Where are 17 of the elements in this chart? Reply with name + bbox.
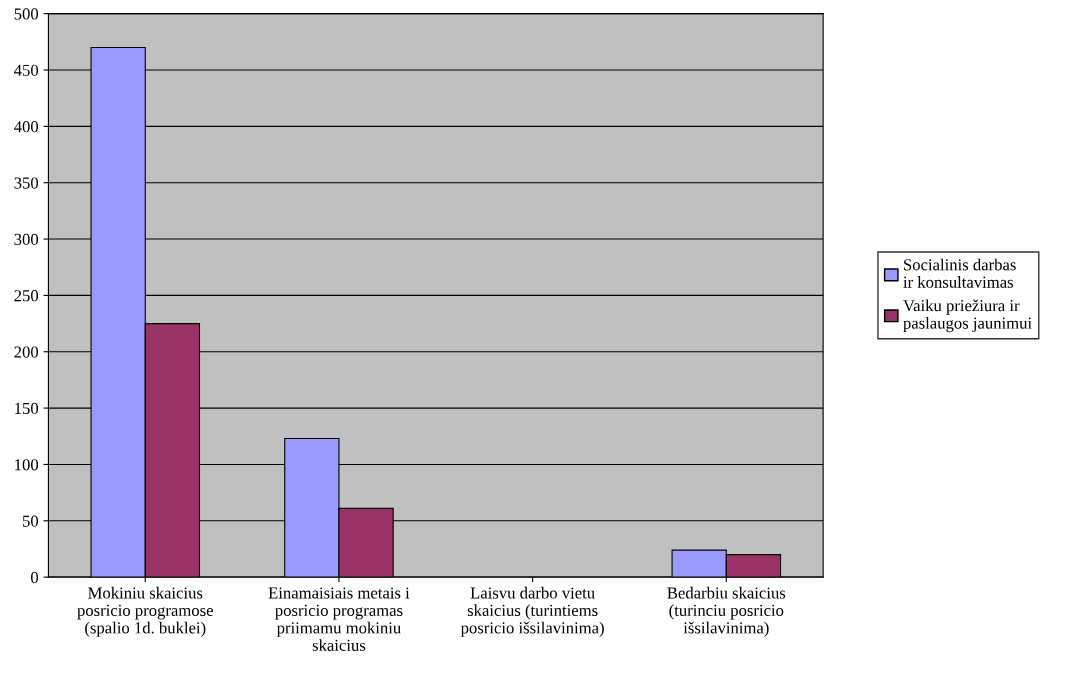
y-tick-label: 500 bbox=[14, 8, 39, 20]
y-tick-label: 350 bbox=[14, 177, 39, 189]
x-tick-label: Einamaisiais metais i posricio programas priimamu mokiniu skaicius bbox=[268, 587, 410, 651]
y-tick-label: 150 bbox=[15, 402, 39, 415]
y-tick-label: 50 bbox=[23, 515, 39, 527]
x-tick-label: Mokiniu skaicius posricio programose (spalio 1d. buklei) bbox=[77, 586, 213, 637]
x-tick-label: Laisvu darbo vietu skaicius (turintiems posricio išsilavinima) bbox=[460, 586, 604, 637]
y-tick-label: 300 bbox=[14, 233, 39, 245]
y-tick-label: 0 bbox=[31, 571, 39, 584]
y-tick-label: 200 bbox=[14, 346, 39, 358]
y-tick-label: 450 bbox=[14, 64, 39, 76]
legend-label: Socialinis darbas ir konsultavimas bbox=[903, 258, 1016, 288]
legend-label: Vaiku priežiura ir paslaugos jaunimui bbox=[903, 299, 1032, 333]
x-tick-label: Bedarbiu skaicius (turinciu posricio išsilavinima) bbox=[667, 586, 786, 637]
y-tick-label: 400 bbox=[14, 121, 39, 133]
y-tick-label: 100 bbox=[15, 459, 39, 471]
y-tick-label: 250 bbox=[14, 290, 39, 302]
